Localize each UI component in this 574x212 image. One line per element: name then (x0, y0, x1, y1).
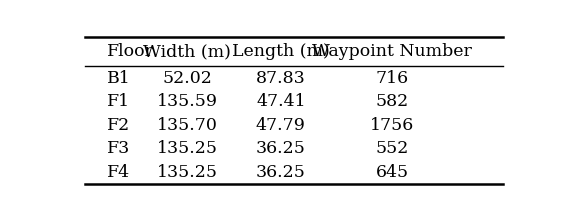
Text: F2: F2 (107, 117, 131, 134)
Text: Width (m): Width (m) (144, 43, 231, 60)
Text: 645: 645 (375, 163, 409, 181)
Text: 52.02: 52.02 (162, 70, 212, 86)
Text: 47.41: 47.41 (256, 93, 305, 110)
Text: Floor: Floor (107, 43, 154, 60)
Text: 135.70: 135.70 (157, 117, 218, 134)
Text: Length (m): Length (m) (232, 43, 329, 60)
Text: 716: 716 (375, 70, 409, 86)
Text: B1: B1 (107, 70, 131, 86)
Text: F4: F4 (107, 163, 130, 181)
Text: 552: 552 (375, 140, 409, 157)
Text: 582: 582 (375, 93, 409, 110)
Text: Waypoint Number: Waypoint Number (312, 43, 472, 60)
Text: 1756: 1756 (370, 117, 414, 134)
Text: 36.25: 36.25 (256, 163, 306, 181)
Text: 135.25: 135.25 (157, 163, 218, 181)
Text: 135.59: 135.59 (157, 93, 218, 110)
Text: F3: F3 (107, 140, 131, 157)
Text: 135.25: 135.25 (157, 140, 218, 157)
Text: 87.83: 87.83 (256, 70, 306, 86)
Text: F1: F1 (107, 93, 130, 110)
Text: 36.25: 36.25 (256, 140, 306, 157)
Text: 47.79: 47.79 (256, 117, 306, 134)
